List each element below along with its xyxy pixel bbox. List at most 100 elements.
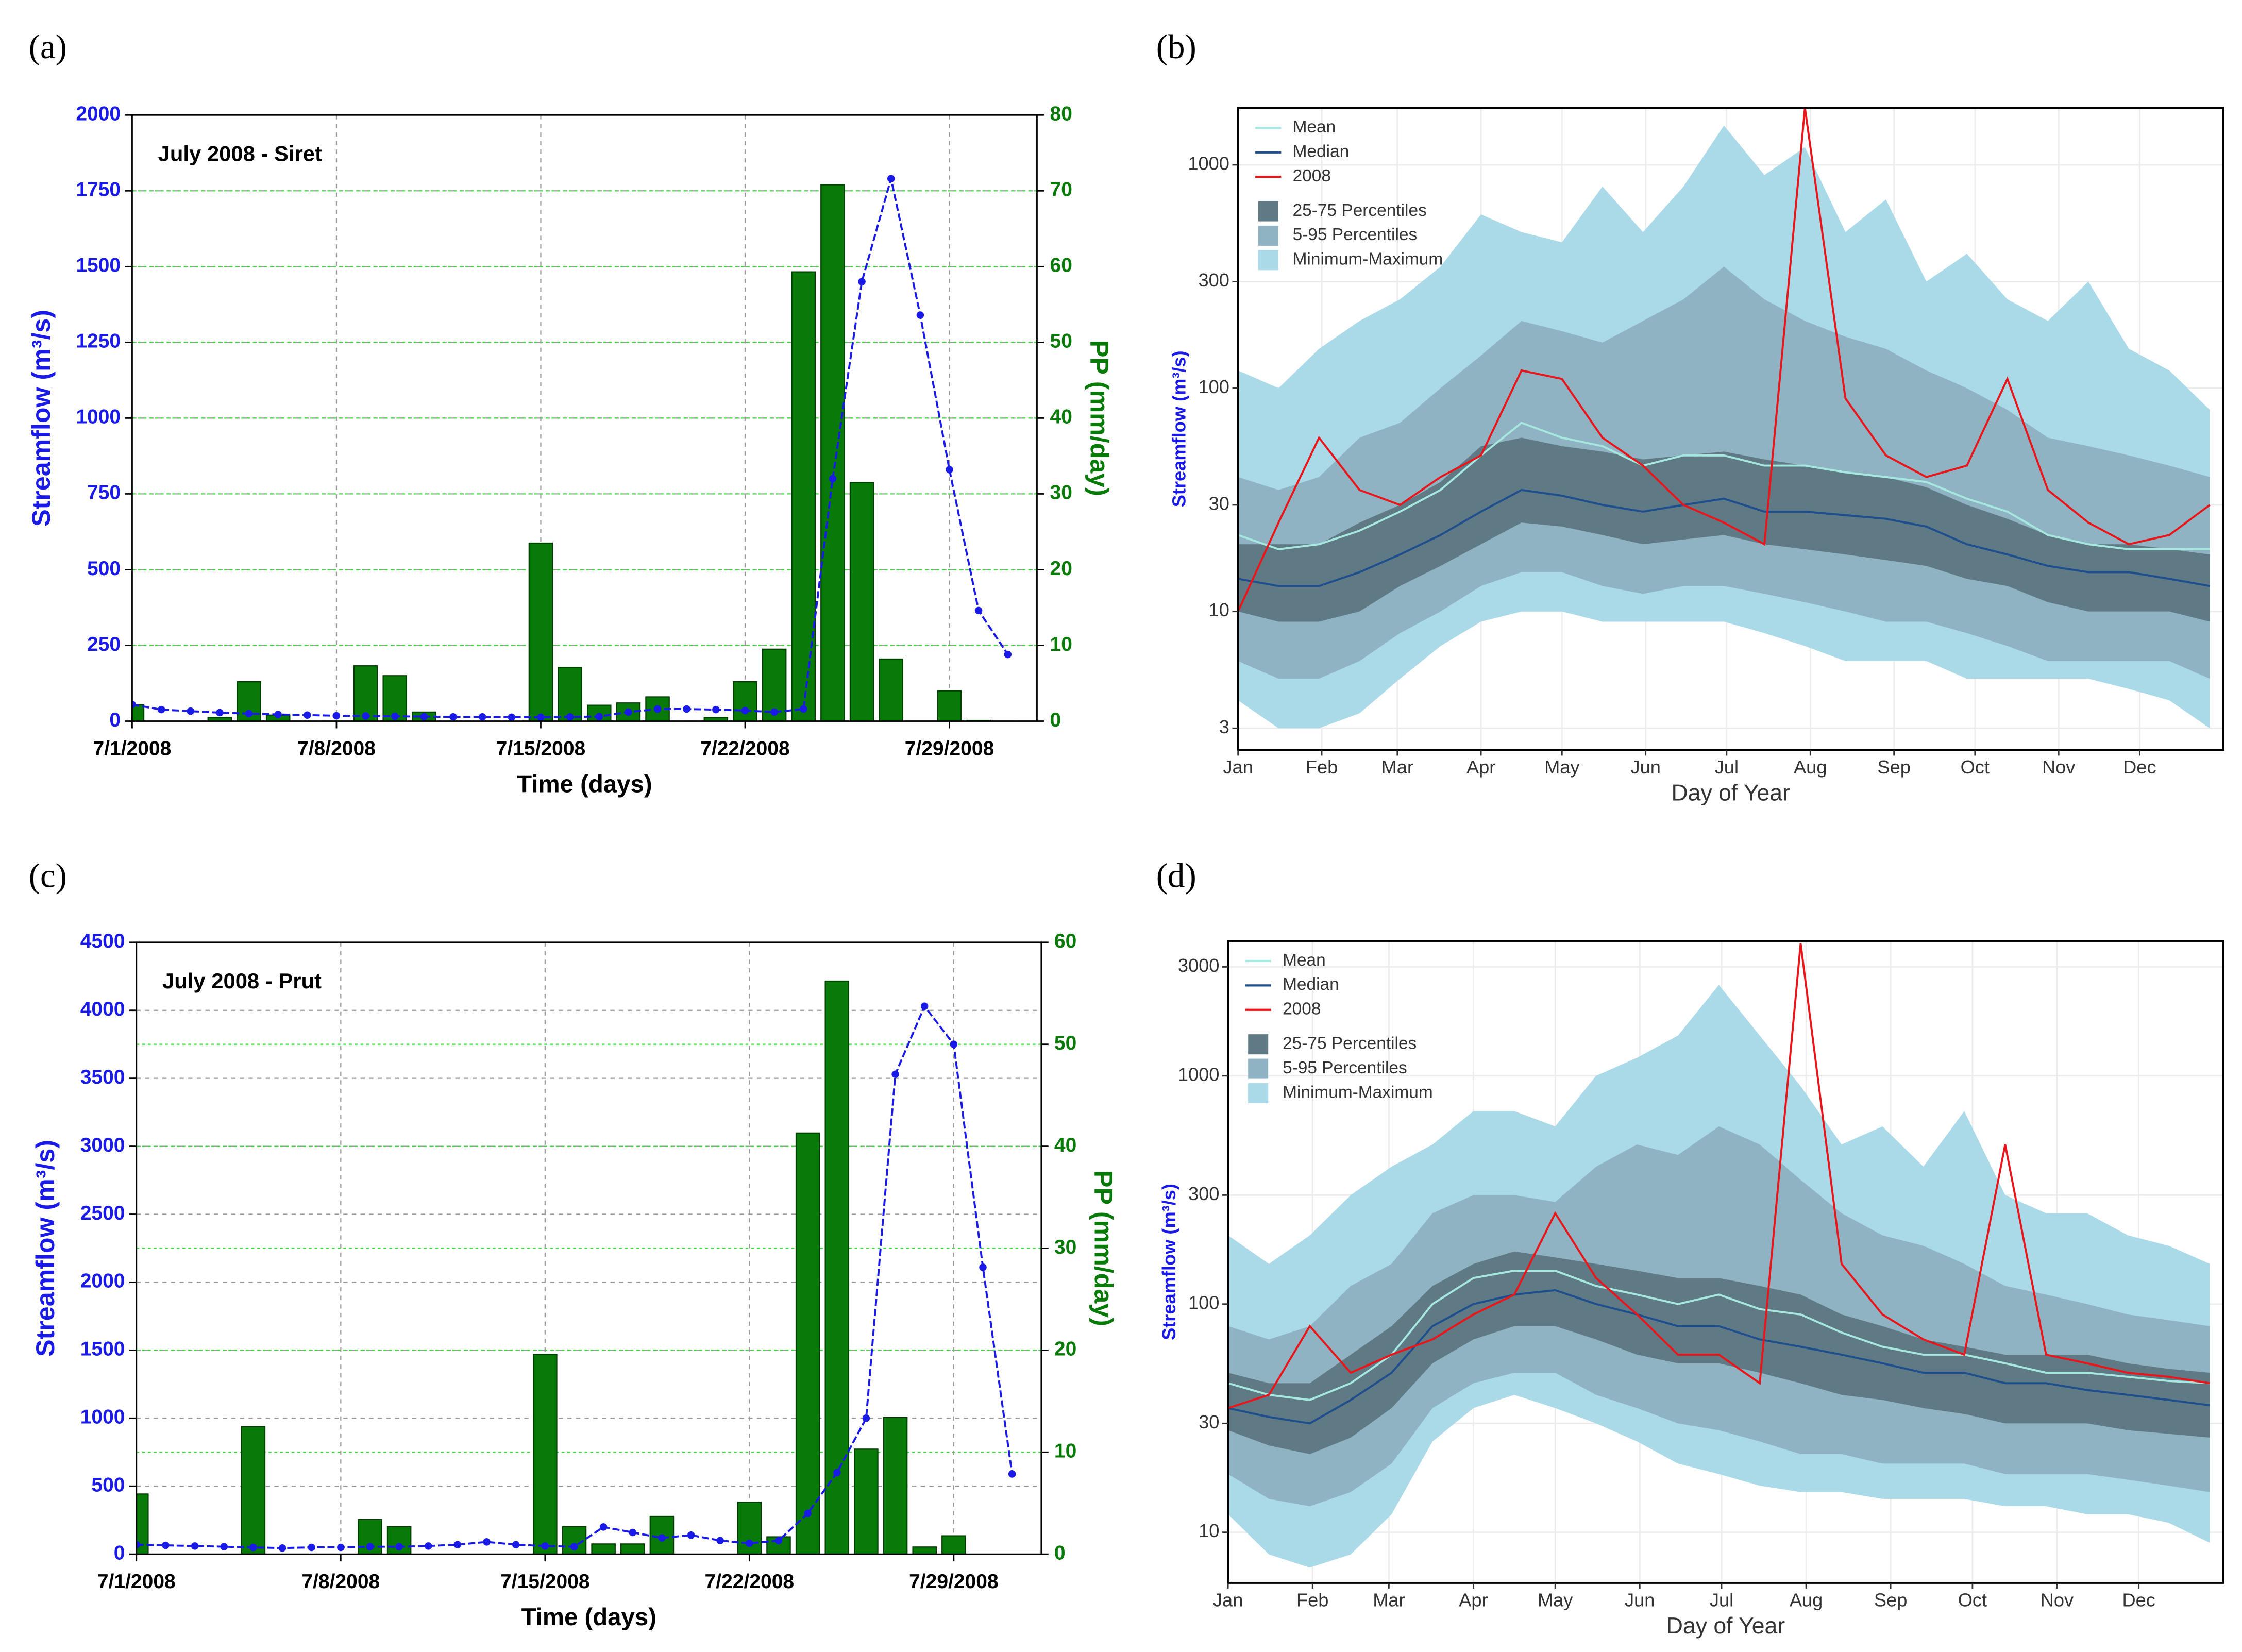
x-axis-label: Time (days) [517,770,652,798]
x-tick-label: Oct [1961,756,1990,778]
point [308,1543,315,1552]
y-tick-label: 2500 [80,1202,125,1224]
point [599,1523,608,1531]
point [687,1531,695,1539]
legend-label: Median [1283,975,1339,994]
point [362,712,369,720]
y-tick-label: 500 [87,558,121,580]
bar [353,665,378,721]
series-line [1238,108,2211,612]
point [946,466,953,474]
legend-label: Minimum-Maximum [1283,1083,1433,1102]
plot-frame [136,941,1042,1555]
x-tick-label: Jul [1715,756,1739,778]
y-tick-label: 1000 [1178,1064,1220,1085]
point [391,712,399,720]
y-tick-label: 2000 [76,103,121,125]
plot-frame [1227,940,2224,1584]
bar [883,1417,908,1555]
panel-label: (c) [29,856,67,895]
legend-label: 2008 [1283,1000,1321,1019]
x-tick-label: Feb [1296,1590,1328,1611]
y2-tick-label: 30 [1054,1236,1076,1258]
y-axis-label: Streamflow (m³/s) [27,310,56,527]
legend-swatch [1248,1083,1269,1103]
x-tick-label: Sep [1877,756,1910,778]
y2-tick-label: 40 [1050,406,1072,428]
point [1004,650,1012,659]
point [858,278,866,285]
series-line [1238,422,2210,550]
y-tick-label: 30 [1199,1411,1219,1432]
bar [879,658,903,721]
point [658,1534,666,1542]
bar [136,1493,149,1555]
point [278,1544,286,1552]
bar [591,1543,616,1555]
point [891,1070,899,1078]
point [337,1543,345,1552]
x-tick-label: 7/29/2008 [905,738,994,760]
point [541,1542,549,1550]
point [395,1543,403,1550]
point [191,1542,199,1550]
y2-tick-label: 40 [1054,1134,1076,1156]
y-tick-label: 1500 [76,255,121,277]
point [216,709,224,717]
y2-tick-label: 20 [1054,1338,1076,1360]
panel-label: (d) [1156,856,1196,895]
bar [382,675,408,721]
y-axis-label: Streamflow (m³/s) [1169,350,1190,507]
legend-label: 5-95 Percentiles [1283,1058,1407,1077]
x-tick-label: May [1538,1590,1573,1611]
x-tick-label: Jul [1710,1590,1733,1611]
y-tick-label: 30 [1209,493,1229,514]
y2-tick-label: 50 [1054,1032,1076,1054]
bar [795,1132,820,1555]
point [979,1263,987,1271]
y-tick-label: 750 [87,482,121,504]
x-tick-label: 7/22/2008 [700,738,790,760]
point [187,707,194,715]
panel-label: (a) [29,28,67,66]
legend-label: Median [1293,142,1350,161]
y-tick-label: 250 [87,633,121,655]
bar [132,704,145,721]
chart-title: July 2008 - Prut [162,969,322,993]
bar [241,1426,266,1555]
bar [737,1502,762,1555]
x-tick-label: Jun [1625,1590,1655,1611]
x-tick-label: May [1544,756,1580,778]
x-tick-label: Apr [1459,1590,1488,1611]
series-line [1228,1289,2210,1425]
y2-tick-label: 60 [1054,930,1076,952]
bar [937,690,962,721]
y-tick-label: 2000 [80,1270,125,1292]
band [1238,437,2210,622]
y-tick-label: 10 [1199,1520,1219,1541]
bar [528,542,553,721]
y-tick-label: 300 [1199,269,1229,291]
y-tick-label: 4000 [80,998,125,1020]
y-tick-label: 500 [91,1474,125,1496]
bar [912,1546,937,1555]
point [157,705,165,714]
bar [820,184,845,721]
bar [791,271,816,721]
point [245,710,253,718]
y-tick-label: 300 [1188,1183,1219,1204]
point [833,1469,841,1477]
plot-content [132,175,1012,721]
y2-axis-label: PP (mm/day) [1089,1170,1118,1326]
point [483,1538,491,1546]
y2-axis-label: PP (mm/day) [1085,340,1114,496]
point [887,175,895,183]
legend-label: Minimum-Maximum [1293,250,1443,269]
y-tick-label: 3000 [1178,955,1220,976]
point [449,713,457,721]
point [508,713,516,721]
x-tick-label: Aug [1794,756,1827,778]
y2-tick-label: 30 [1050,482,1072,504]
x-tick-label: 7/29/2008 [909,1571,999,1593]
plot-frame [131,114,1038,722]
